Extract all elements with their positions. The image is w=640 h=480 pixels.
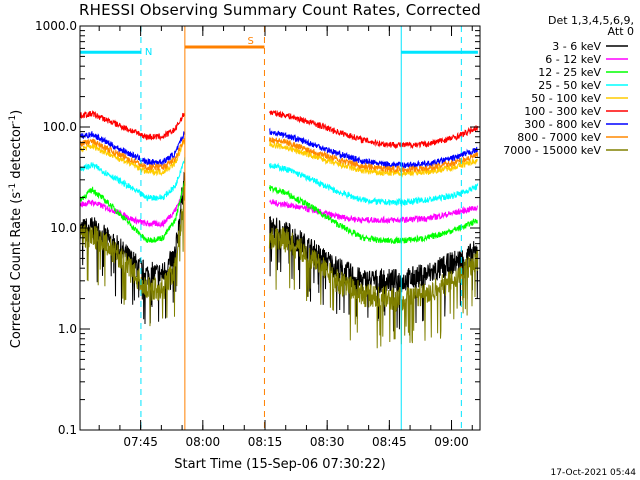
legend-label: 25 - 50 keV (538, 79, 601, 92)
x-tick-label: 08:00 (186, 435, 221, 449)
chart-title: RHESSI Observing Summary Count Rates, Co… (78, 1, 481, 19)
x-tick-label: 09:00 (434, 435, 469, 449)
legend-label: 100 - 300 keV (524, 105, 601, 118)
y-tick-label: 0.1 (58, 423, 77, 437)
x-tick-label: 07:45 (123, 435, 158, 449)
plot-area: NS (79, 26, 479, 430)
y-tick-label: 1000.0 (35, 19, 77, 33)
annotation-label-1: S (247, 36, 253, 47)
legend-label: 12 - 25 keV (538, 66, 601, 79)
series-line-6 (79, 127, 479, 169)
legend-label: 3 - 6 keV (552, 40, 601, 53)
legend-label: 800 - 7000 keV (517, 131, 601, 144)
x-axis-title: Start Time (15-Sep-06 07:30:22) (174, 457, 385, 472)
series-line-1 (79, 188, 479, 229)
series-line-3 (79, 157, 479, 207)
y-axis-title: Corrected Count Rate (s-1 detector-1) (8, 110, 24, 348)
legend-header: Det 1,3,4,5,6,9, (548, 14, 634, 27)
legend-label: 6 - 12 keV (545, 53, 601, 66)
x-tick-label: 08:45 (372, 435, 407, 449)
series-line-5 (79, 109, 479, 150)
legend-label: 50 - 100 keV (531, 92, 601, 105)
series-line-8 (79, 181, 479, 349)
y-tick-label: 100.0 (43, 120, 77, 134)
series-line-7 (79, 137, 479, 175)
footer-date: 17-Oct-2021 05:44 (551, 468, 637, 478)
legend-label: 7000 - 15000 keV (503, 144, 601, 157)
x-tick-label: 08:15 (248, 435, 283, 449)
x-tick-label: 08:30 (310, 435, 345, 449)
annotation-label-0: N (145, 47, 152, 58)
y-tick-label: 10.0 (50, 221, 77, 235)
axes: 0.1 1.0 10.0 100.0 1000.0 07:45 08:00 08:15 08:3… (35, 19, 481, 449)
y-tick-label: 1.0 (58, 322, 77, 336)
series-line-2 (79, 180, 478, 244)
legend-header: Att 0 (608, 25, 634, 38)
legend-label: 300 - 800 keV (524, 118, 601, 131)
